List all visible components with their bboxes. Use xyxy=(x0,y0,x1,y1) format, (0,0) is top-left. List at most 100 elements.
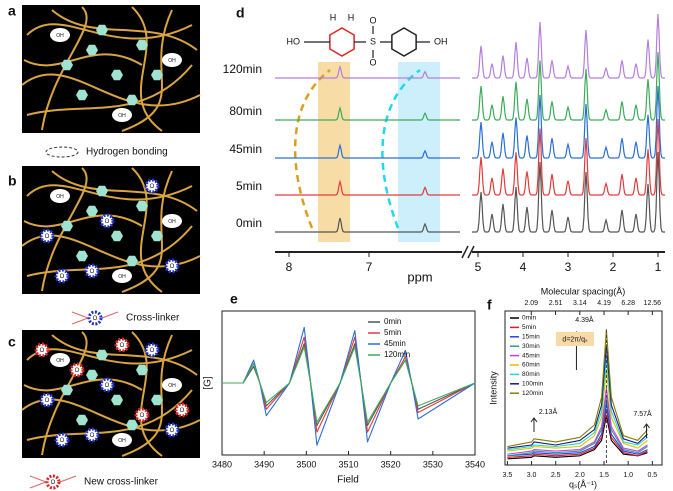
hydrogen-unit xyxy=(96,349,108,361)
x-tick-label: 3490 xyxy=(254,459,274,469)
legend-text: Cross-linker xyxy=(126,313,180,324)
time-label: 45min xyxy=(229,142,262,156)
panel-letter: c xyxy=(8,334,16,350)
x-tick-label: 2 xyxy=(610,260,617,274)
hydroxyl-label: OH xyxy=(118,274,126,280)
cross-linker-icon xyxy=(87,310,103,326)
nmr-spectrum xyxy=(275,143,460,159)
atom-h: H xyxy=(330,12,337,22)
hydroxyl-label: OH xyxy=(56,33,64,39)
cross-linker-o: O xyxy=(90,433,95,439)
cross-linker-icon xyxy=(174,402,190,418)
hydrogen-unit xyxy=(151,230,163,242)
cross-linker-o: O xyxy=(90,269,95,275)
cross-linker-o: O xyxy=(75,368,80,374)
data-line xyxy=(222,326,476,446)
hydroxyl-group xyxy=(50,28,70,42)
hydroxyl-label: OH xyxy=(118,113,126,119)
hydrogen-unit xyxy=(61,59,73,71)
x2-tick-label: 4.19 xyxy=(597,300,611,307)
hydroxyl-group xyxy=(50,189,70,203)
annotation: 2.13Å xyxy=(539,407,558,416)
legend-label: 30min xyxy=(522,343,540,350)
hydrogen-bond-legend-icon xyxy=(45,146,79,158)
panel-letter: d xyxy=(236,5,245,21)
cross-linker-icon xyxy=(84,263,100,279)
hydrogen-unit xyxy=(136,200,148,212)
highlight-aromatic-1 xyxy=(318,62,350,242)
hydrogen-unit xyxy=(126,419,138,431)
bond xyxy=(304,26,430,58)
shift-arrow xyxy=(381,68,421,229)
time-label: 120min xyxy=(223,62,262,76)
legend-label: 45min xyxy=(384,339,406,348)
axis-break xyxy=(461,245,475,259)
polymer-fiber xyxy=(21,73,201,107)
cross-linker-icon xyxy=(69,362,85,378)
hydroxyl-label: OH xyxy=(168,219,176,225)
cross-linker-o: O xyxy=(60,274,65,280)
legend-label: 80min xyxy=(522,371,540,378)
hydrogen-unit xyxy=(111,230,123,242)
x-tick-label: 4 xyxy=(520,260,527,274)
cross-linker-o: O xyxy=(40,348,45,354)
time-label: 0min xyxy=(236,216,262,230)
atom: O xyxy=(369,57,376,67)
x-tick-label: 0.5 xyxy=(647,472,657,479)
cross-linker-icon xyxy=(45,474,61,490)
schematic-panel: OH OH OH O O O O O O xyxy=(21,166,201,294)
cross-linker-icon xyxy=(164,422,180,438)
hydrogen-unit xyxy=(61,220,73,232)
legend-label: 100min xyxy=(522,381,544,388)
cross-linker-o: O xyxy=(120,343,125,349)
cross-linker-o: O xyxy=(140,413,145,419)
nmr-spectrum xyxy=(275,64,460,79)
hydrogen-unit xyxy=(136,39,148,51)
x-tick-label: 3480 xyxy=(212,459,232,469)
benzene-ring xyxy=(329,27,355,57)
x-tick-label: 3.5 xyxy=(503,472,513,479)
atom: OH xyxy=(434,36,448,46)
x-axis-title: ppm xyxy=(407,269,432,284)
x-tick-label: 8 xyxy=(286,260,293,274)
hydrogen-unit xyxy=(86,205,98,217)
hydrogen-unit xyxy=(76,414,88,426)
atom: HO xyxy=(287,36,301,46)
x2-tick-label: 6.28 xyxy=(621,300,635,307)
cross-linker-icon xyxy=(144,178,160,194)
legend-text: Hydrogen bonding xyxy=(86,147,168,158)
data-line xyxy=(222,346,476,423)
x2-tick-label: 2.09 xyxy=(524,300,538,307)
polymer-fiber xyxy=(121,170,173,293)
panel-letter: b xyxy=(8,173,17,189)
data-line xyxy=(507,328,648,448)
nmr-spectrum xyxy=(472,118,665,196)
x-tick-label: 3 xyxy=(565,260,572,274)
hydroxyl-group xyxy=(50,353,70,367)
cross-linker-icon xyxy=(84,427,100,443)
polymer-fiber xyxy=(23,53,143,67)
time-label: 80min xyxy=(229,104,262,118)
x-tick-label: 7 xyxy=(366,260,373,274)
nmr-spectrum xyxy=(275,179,460,196)
polymer-fiber xyxy=(51,9,198,51)
hydrogen-unit xyxy=(136,364,148,376)
legend-label: 15min xyxy=(522,334,540,341)
cross-linker-o: O xyxy=(170,264,175,270)
x-tick-label: 1 xyxy=(655,260,662,274)
panel-letter: a xyxy=(8,3,16,19)
nmr-spectrum xyxy=(472,51,665,121)
hydrogen-unit xyxy=(96,185,108,197)
x-tick-label: 2.5 xyxy=(551,472,561,479)
polymer-fiber xyxy=(41,331,88,456)
x-tick-label: 1.0 xyxy=(623,472,633,479)
annotation: d=2π/qₛ xyxy=(562,336,588,343)
atom: S xyxy=(370,36,376,46)
cross-linker-o: O xyxy=(105,383,110,389)
hydroxyl-group xyxy=(162,214,182,228)
nmr-spectrum xyxy=(472,13,665,79)
x-tick-label: 3530 xyxy=(423,459,443,469)
hydroxyl-group xyxy=(112,269,132,283)
x-tick-label: 3.0 xyxy=(527,472,537,479)
